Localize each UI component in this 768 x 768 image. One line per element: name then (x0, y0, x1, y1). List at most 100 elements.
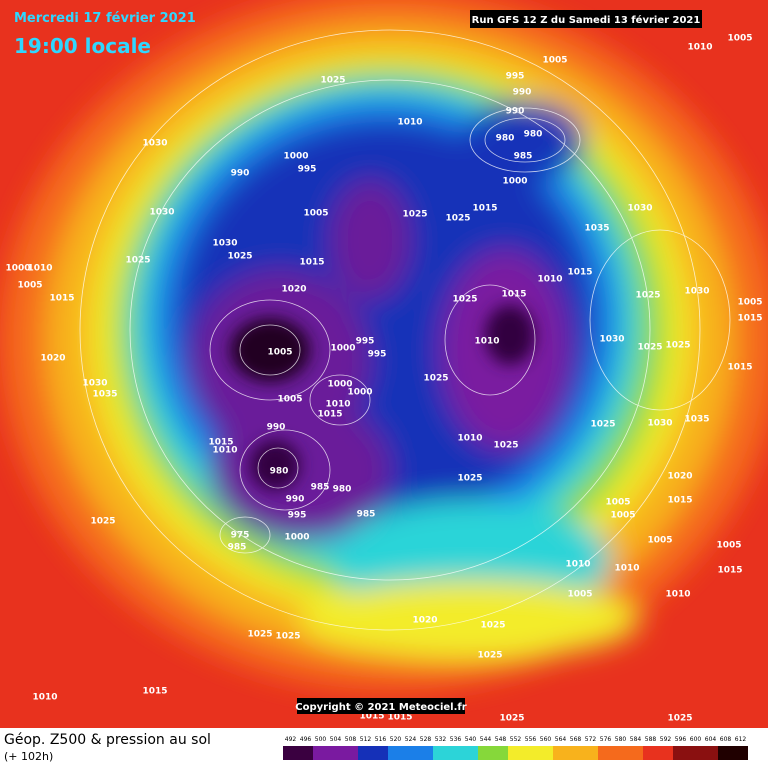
pressure-label: 1010 (614, 564, 639, 574)
pressure-label: 1025 (493, 441, 518, 451)
pressure-label: 1010 (537, 275, 562, 285)
pressure-label: 1025 (227, 252, 252, 262)
pressure-label: 1015 (299, 258, 324, 268)
pressure-label: 1020 (667, 472, 692, 482)
pressure-label: 1030 (599, 335, 624, 345)
pressure-label: 1025 (275, 632, 300, 642)
pressure-label: 1020 (281, 285, 306, 295)
pressure-label: 1015 (208, 438, 233, 448)
pressure-label: 995 (506, 72, 525, 82)
pressure-label: 1000 (330, 344, 355, 354)
scale-label: 496 (300, 736, 312, 743)
cold-cores (230, 305, 535, 490)
scale-swatch (418, 746, 433, 760)
pressure-label: 1030 (684, 287, 709, 297)
scale-swatch (628, 746, 643, 760)
scale-swatch (613, 746, 628, 760)
date: Mercredi 17 février 2021 (14, 11, 196, 26)
scale-label: 516 (375, 736, 387, 743)
run-info: Run GFS 12 Z du Samedi 13 février 2021 (472, 14, 701, 26)
footer-title: Géop. Z500 & pression au sol (4, 732, 211, 748)
pressure-label: 1010 (565, 560, 590, 570)
copyright-box (297, 698, 465, 714)
pressure-label: 1005 (737, 298, 762, 308)
pressure-label: 1025 (635, 291, 660, 301)
scale-swatch (328, 746, 343, 760)
pressure-label: 1025 (90, 517, 115, 527)
pressure-label: 1015 (727, 363, 752, 373)
scale-label: 492 (285, 736, 297, 743)
scale-swatch (583, 746, 598, 760)
pressure-label: 1000 (502, 177, 527, 187)
pressure-label: 995 (288, 511, 307, 521)
pressure-label: 1010 (32, 693, 57, 703)
scale-swatch (688, 746, 703, 760)
pressure-label: 1015 (49, 294, 74, 304)
pressure-label: 995 (368, 350, 387, 360)
pressure-label: 1015 (667, 496, 692, 506)
pressure-label: 1025 (423, 374, 448, 384)
pressure-label: 980 (333, 485, 352, 495)
scale-swatch (358, 746, 373, 760)
scale-label: 544 (480, 736, 492, 743)
scale-label: 508 (345, 736, 357, 743)
scale-swatch (463, 746, 478, 760)
pressure-label: 1035 (584, 224, 609, 234)
scale-label: 536 (450, 736, 462, 743)
scale-swatch (523, 746, 538, 760)
copyright: Copyright © 2021 Meteociel.fr (295, 702, 466, 713)
scale-swatch (598, 746, 613, 760)
pressure-label: 995 (356, 337, 375, 347)
pressure-label: 1000 (283, 152, 308, 162)
scale-label: 588 (645, 736, 657, 743)
scale-label: 532 (435, 736, 447, 743)
scale-swatch (508, 746, 523, 760)
pressure-label: 1025 (499, 714, 524, 724)
pressure-label: 1025 (477, 651, 502, 661)
pressure-label: 990 (506, 107, 525, 117)
pressure-label: 1030 (82, 379, 107, 389)
pressure-label: 1035 (684, 415, 709, 425)
scale-swatch (718, 746, 733, 760)
pressure-label: 1010 (457, 434, 482, 444)
pressure-label: 1030 (149, 208, 174, 218)
pressure-label: 990 (286, 495, 305, 505)
pressure-label: 1030 (647, 419, 672, 429)
pressure-label: 1025 (402, 210, 427, 220)
scale-label: 500 (315, 736, 327, 743)
scale-swatch (283, 746, 298, 760)
geopotential-field (0, 0, 768, 690)
pressure-label: 1020 (412, 616, 437, 626)
scale-swatch (568, 746, 583, 760)
scale-label: 584 (630, 736, 642, 743)
pressure-label: 1010 (474, 337, 499, 347)
scale-swatch (388, 746, 403, 760)
scale-swatch (373, 746, 388, 760)
scale-label: 560 (540, 736, 552, 743)
scale-swatch (313, 746, 328, 760)
pressure-label: 1025 (445, 214, 470, 224)
pressure-label: 1005 (267, 348, 292, 358)
scale-swatch (733, 746, 748, 760)
pressure-label: 1015 (737, 314, 762, 324)
pressure-label: 1015 (717, 566, 742, 576)
pressure-label: 985 (311, 483, 330, 493)
scale-label: 568 (570, 736, 582, 743)
pressure-label: 1025 (125, 256, 150, 266)
pressure-label: 1030 (212, 239, 237, 249)
scale-swatch (553, 746, 568, 760)
pressure-label: 1005 (17, 281, 42, 291)
pressure-label: 1005 (647, 536, 672, 546)
pressure-label: 1010 (325, 400, 350, 410)
pressure-label: 990 (513, 88, 532, 98)
pressure-label: 1015 (472, 204, 497, 214)
pressure-label: 1035 (92, 390, 117, 400)
pressure-label: 1030 (627, 204, 652, 214)
pressure-label: 1010 (212, 446, 237, 456)
pressure-label: 1030 (142, 139, 167, 149)
scale-label: 612 (735, 736, 747, 743)
scale-label: 512 (360, 736, 372, 743)
scale-label: 524 (405, 736, 417, 743)
pressure-label: 1000 (347, 388, 372, 398)
